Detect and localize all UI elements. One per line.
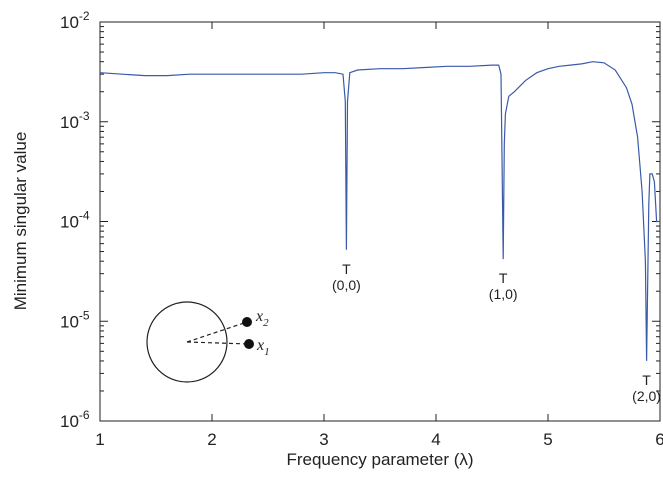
annotation-label: (2,0) bbox=[632, 388, 661, 404]
series-layer bbox=[99, 61, 660, 361]
x-tick-label: 1 bbox=[95, 430, 104, 449]
x-tick-label: 6 bbox=[655, 430, 663, 449]
inset-circle bbox=[146, 301, 228, 383]
inset-point-x2 bbox=[242, 317, 252, 327]
y-tick-label: 10-2 bbox=[60, 9, 90, 32]
x-tick-label: 5 bbox=[543, 430, 552, 449]
plot-frame bbox=[99, 21, 661, 422]
x-tick-label: 2 bbox=[207, 430, 216, 449]
annotations: T(0,0) T(1,0)T(2,0) bbox=[332, 261, 661, 404]
y-tick-label: 10-3 bbox=[60, 109, 90, 132]
annotation-marker: T bbox=[642, 372, 651, 388]
annotation-label: (0,0) bbox=[332, 277, 361, 293]
inset-diagram: x2 x1 bbox=[146, 301, 270, 383]
x-axis-title: Frequency parameter (λ) bbox=[286, 450, 473, 469]
y-tick-label: 10-5 bbox=[60, 308, 90, 331]
x-tick-label: 3 bbox=[319, 430, 328, 449]
inset-label-x2: x2 bbox=[255, 308, 269, 329]
inset-label-x1: x1 bbox=[256, 337, 270, 358]
y-tick-label: 10-4 bbox=[60, 209, 90, 232]
annotation-marker: T bbox=[499, 270, 508, 286]
annotation-marker: T bbox=[342, 261, 351, 277]
series-line bbox=[99, 61, 660, 361]
inset-dash-x1 bbox=[186, 341, 250, 345]
inset-dash-x2 bbox=[186, 321, 248, 343]
y-tick-label: 10-6 bbox=[60, 408, 90, 431]
annotation-label: (1,0) bbox=[489, 286, 518, 302]
y-axis-title: Minimum singular value bbox=[11, 132, 30, 311]
x-tick-label: 4 bbox=[431, 430, 440, 449]
axis-ticks: 1 2 3 4 5 6 10-6 10-5 10-4 10-3 10-2 bbox=[60, 9, 663, 449]
inset-point-x1 bbox=[244, 339, 254, 349]
